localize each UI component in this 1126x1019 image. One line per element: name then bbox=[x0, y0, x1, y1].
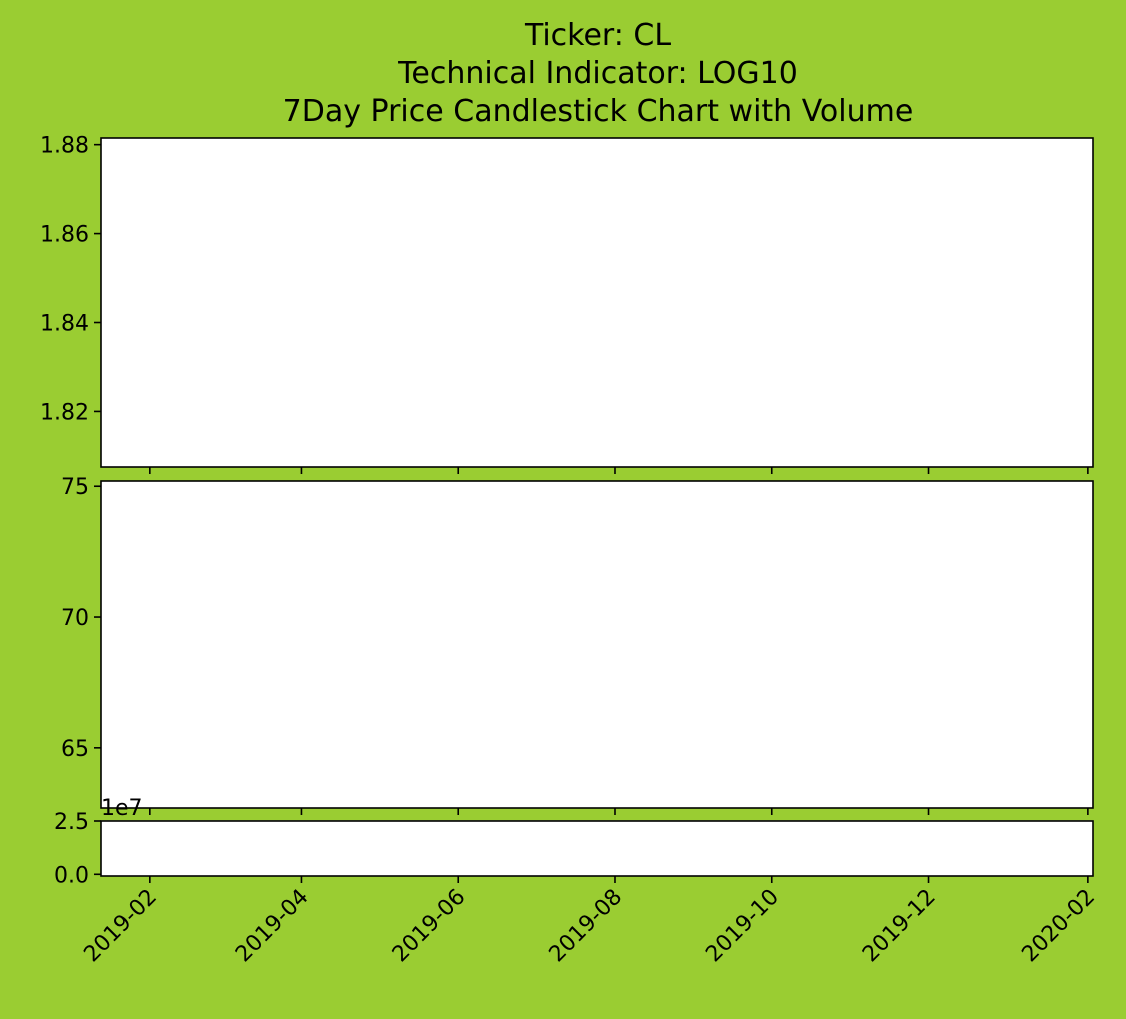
xtick-label-1: 2019-04 bbox=[231, 885, 314, 968]
xtick-label-6: 2020-02 bbox=[1017, 885, 1100, 968]
xtick-label-3: 2019-08 bbox=[545, 885, 628, 968]
indicator-ytick-label-2: 1.86 bbox=[40, 223, 89, 248]
indicator-panel: 1.821.841.861.88LOG10 bbox=[40, 134, 1094, 474]
volume-panel: 0.0 2.5 1e7 bbox=[54, 796, 1094, 888]
volume-ytick-label-1: 2.5 bbox=[54, 810, 89, 835]
x-axis: 2019-02 2019-04 2019-06 2019-08 2019-10 2019-… bbox=[79, 885, 1100, 968]
volume-ytick-label-0: 0.0 bbox=[54, 863, 89, 888]
chart-title-line-2: Technical Indicator: LOG10 bbox=[397, 56, 798, 91]
price-ytick-label-2: 75 bbox=[61, 475, 89, 500]
indicator-frame bbox=[100, 137, 1094, 468]
xtick-label-5: 2019-12 bbox=[858, 885, 941, 968]
indicator-ytick-label-0: 1.82 bbox=[40, 400, 89, 425]
volume-frame bbox=[100, 820, 1094, 877]
xtick-label-0: 2019-02 bbox=[79, 885, 162, 968]
chart-title-line-3: 7Day Price Candlestick Chart with Volume bbox=[283, 94, 914, 129]
chart-title-line-1: Ticker: CL bbox=[524, 18, 671, 53]
xtick-label-2: 2019-06 bbox=[388, 885, 471, 968]
price-panel: 65 70 75 bbox=[61, 475, 1094, 815]
price-ytick-label-0: 65 bbox=[61, 737, 89, 762]
volume-offset-label: 1e7 bbox=[101, 796, 143, 821]
price-frame bbox=[100, 480, 1094, 809]
indicator-ytick-label-3: 1.88 bbox=[40, 134, 89, 159]
indicator-ytick-label-1: 1.84 bbox=[40, 312, 89, 337]
price-ytick-label-1: 70 bbox=[61, 606, 89, 631]
xtick-label-4: 2019-10 bbox=[701, 885, 784, 968]
